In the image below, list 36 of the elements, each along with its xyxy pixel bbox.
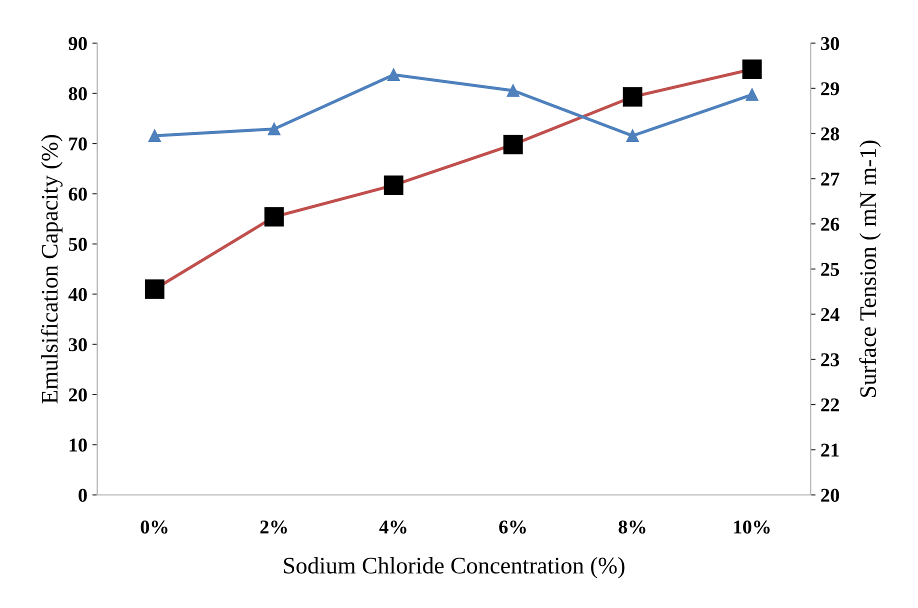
y-tick-label: 30 [68, 338, 87, 352]
y-axis-title: Emulsification Capacity (%) [40, 135, 63, 404]
point [387, 68, 400, 82]
x-tick-label: 10% [734, 520, 770, 534]
y2-tick-label: 28 [821, 127, 840, 140]
point [506, 84, 520, 97]
y-tick-label: 90 [68, 36, 87, 50]
x-tick-label: 2% [260, 520, 287, 534]
y-tick-label: 10 [70, 438, 87, 452]
y-tick-label: 70 [69, 137, 87, 150]
y-tick-label: 40 [68, 288, 87, 302]
point [268, 122, 280, 136]
x-tick-label: 8% [618, 520, 646, 534]
y2-tick-label: 22 [821, 398, 839, 412]
y2-tick-label: 29 [821, 82, 840, 96]
y2-tick-label: 25 [821, 262, 840, 276]
y2-tick-label: 23 [821, 353, 840, 366]
y2-tick-label: 20 [821, 488, 840, 502]
y2-tick-label: 24 [821, 308, 840, 321]
y-tick-label: 80 [68, 87, 87, 100]
y2-tick-label: 21 [821, 444, 839, 456]
x-tick-label: 4% [379, 520, 406, 534]
y-tick-label: 60 [68, 188, 87, 201]
y2-tick-label: 27 [821, 172, 840, 186]
y-tick-label: 20 [68, 388, 87, 402]
y-tick-label: 50 [68, 238, 87, 251]
y2-axis-title: Surface Tension ( mN m-1) [859, 140, 881, 397]
y2-tick-label: 30 [821, 36, 840, 50]
x-tick-label: 0% [140, 520, 168, 534]
point [626, 130, 639, 142]
y-tick-label: 0 [78, 488, 87, 502]
x-axis-title: Sodium Chloride Concentration (%) [284, 556, 624, 578]
point [746, 88, 758, 101]
point [148, 130, 161, 142]
y2-tick-label: 26 [821, 218, 840, 231]
x-tick-label: 6% [499, 520, 526, 534]
